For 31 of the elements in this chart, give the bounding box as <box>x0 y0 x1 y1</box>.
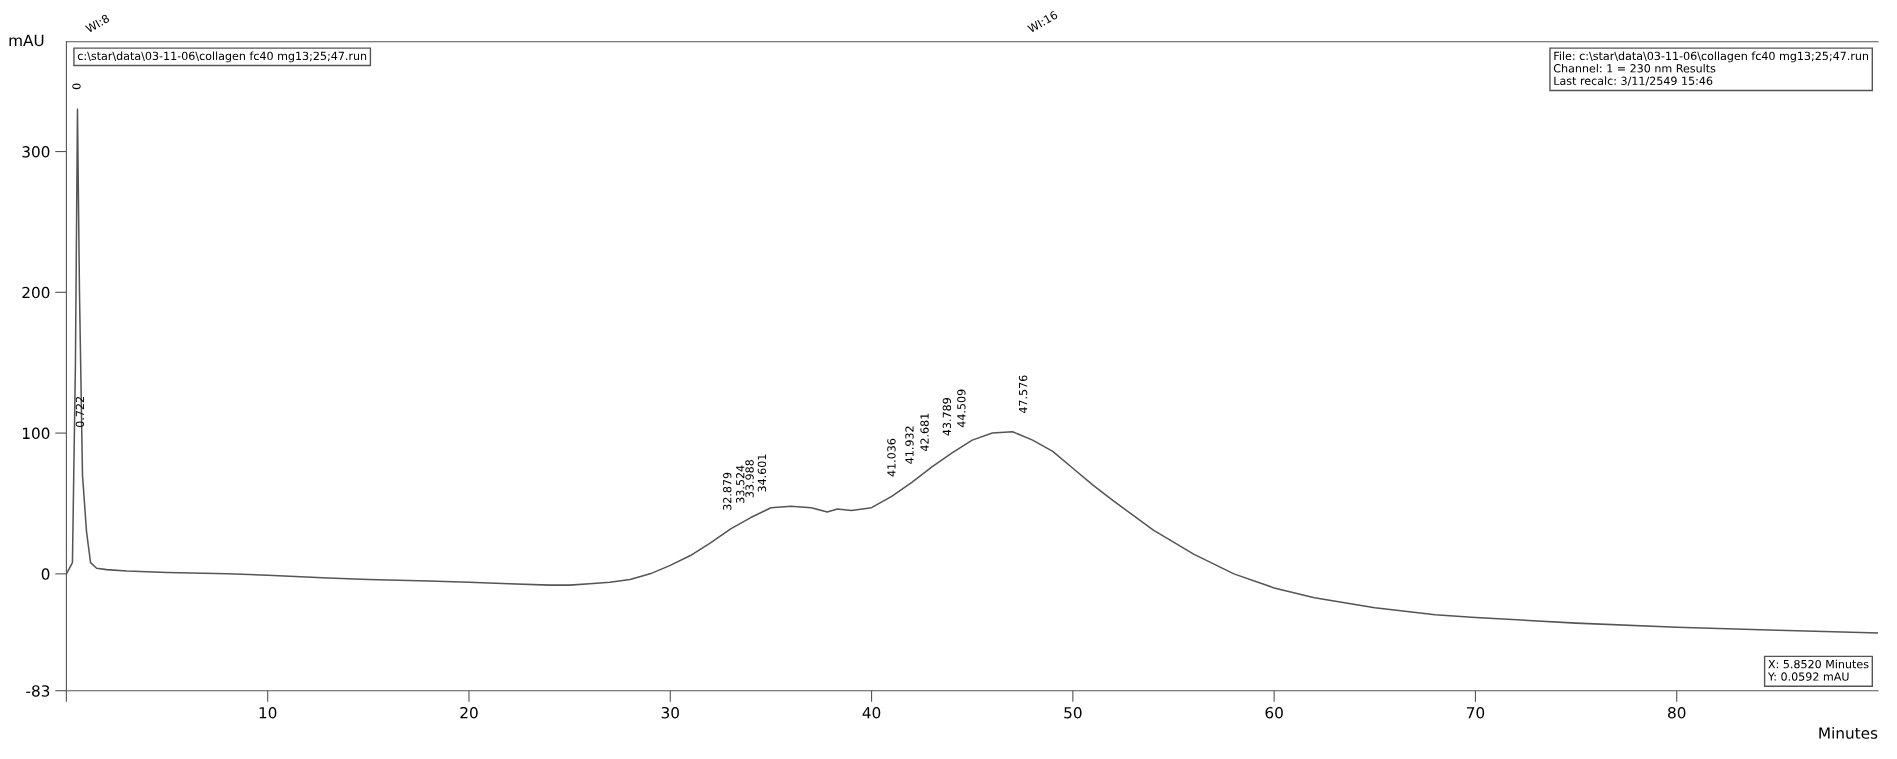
annotation: 34.601 <box>757 454 767 492</box>
y-tick-label: -83 <box>26 685 50 697</box>
x-tick-label: 40 <box>862 706 881 719</box>
x-tick-label: 80 <box>1668 706 1686 719</box>
annotation: 33.988 <box>745 459 754 498</box>
annotation: 0 <box>72 83 81 90</box>
x-tick-label: 50 <box>1064 706 1082 719</box>
annotation: 47.576 <box>1018 375 1028 414</box>
annotation: 33.524 <box>736 465 745 503</box>
x-axis-title: Minutes <box>1819 727 1878 739</box>
y-tick-label: 300 <box>22 146 50 158</box>
annotation: 0.722 <box>75 397 85 427</box>
annotation: X: 5.8520 Minutes Y: 0.0592 mAU <box>1767 659 1869 681</box>
annotation: 44.509 <box>957 389 966 428</box>
annotation: File: c:\star\data\03-11-06\collagen fc40 mg13;25;47.run Channel: 1 = 230 nm Results Last recalc: 3/11/2549 15:46 <box>1553 51 1869 86</box>
y-axis-title: mAU <box>9 34 44 47</box>
y-tick-label: 100 <box>22 427 50 440</box>
x-tick-label: 10 <box>259 706 277 719</box>
x-tick-label: 20 <box>460 706 478 719</box>
text: WI:8 <box>84 13 110 34</box>
annotation: 41.932 <box>905 426 914 464</box>
annotation: 32.879 <box>723 472 732 510</box>
x-tick-label: 60 <box>1265 706 1283 719</box>
x-tick-label: 30 <box>661 706 679 719</box>
annotation: 41.036 <box>887 438 896 477</box>
annotation: c:\star\data\03-11-06\collagen fc40 mg13;25;47.run <box>77 51 367 63</box>
y-tick-label: 200 <box>22 286 50 299</box>
x-tick-label: 70 <box>1466 706 1485 719</box>
annotation: 43.789 <box>942 398 952 436</box>
y-tick-label: 0 <box>41 568 50 580</box>
annotation: 42.681 <box>920 413 929 452</box>
